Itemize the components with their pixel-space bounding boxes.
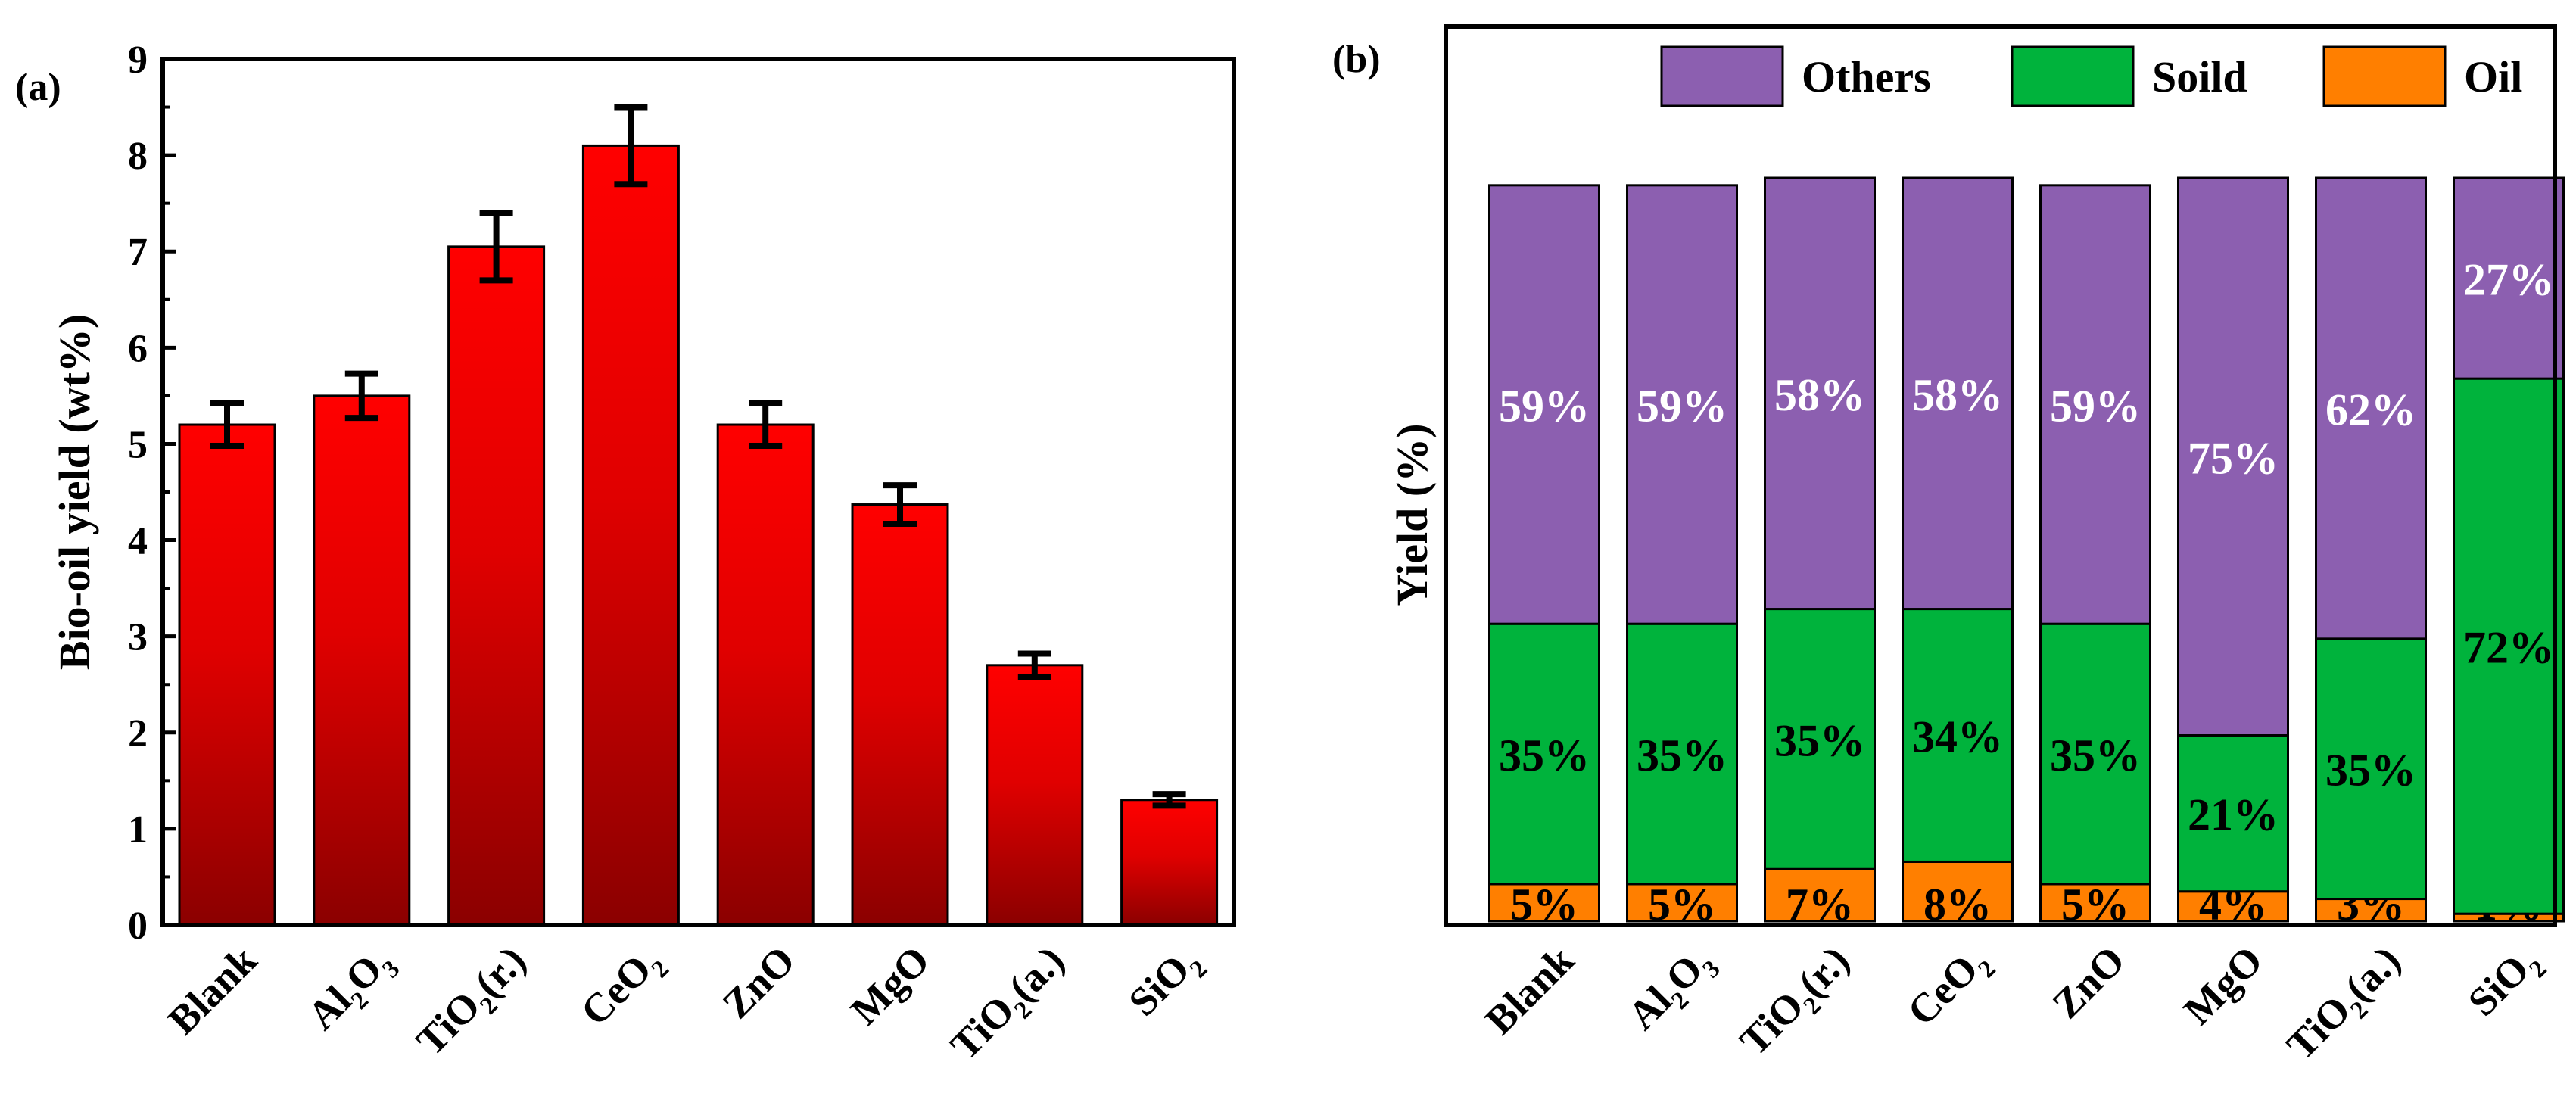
x-tick-label-b-4: ZnO	[2044, 937, 2134, 1027]
y-tick-label-4: 4	[128, 520, 148, 563]
y-tick-label-7: 7	[128, 231, 148, 274]
segment-others-7	[2453, 176, 2565, 380]
x-tick-label-b-5: MgO	[2175, 937, 2271, 1033]
x-tick-label-b-7: SiO2	[2459, 937, 2553, 1030]
x-tick-label-6: TiO2(a.)	[942, 937, 1078, 1073]
legend: Others Soild Oil	[1660, 45, 2522, 107]
y-tick-label-0: 0	[128, 905, 148, 948]
y-axis-title: Bio-oil yield (wt%)	[50, 314, 99, 670]
data-label-others-6: 62%	[2325, 385, 2416, 434]
y-tick-label-9: 9	[128, 39, 148, 82]
data-label-others-5: 75%	[2188, 433, 2279, 483]
segment-oil-0	[1488, 883, 1600, 923]
data-label-oil-0: 5%	[1510, 880, 1578, 930]
x-tick-label-b-6: TiO2(a.)	[2278, 937, 2414, 1073]
segment-others-3	[1902, 176, 2014, 611]
data-label-soild-6: 35%	[2325, 746, 2416, 796]
panel-label-a: (a)	[15, 66, 61, 109]
segment-others-4	[2039, 184, 2151, 625]
y-tick-label-3: 3	[128, 616, 148, 659]
data-label-soild-4: 35%	[2050, 730, 2141, 780]
segment-oil-2	[1764, 867, 1876, 923]
segment-others-6	[2315, 176, 2427, 640]
y-tick-label-6: 6	[128, 327, 148, 370]
panel-label-b: (b)	[1332, 38, 1381, 81]
data-label-soild-7: 72%	[2463, 623, 2554, 673]
plot-frame-b	[1444, 24, 2557, 927]
segment-soild-1	[1626, 622, 1738, 886]
y-tick-label-2: 2	[128, 712, 148, 755]
segment-soild-3	[1902, 608, 2014, 863]
data-label-oil-3: 8%	[1923, 880, 1992, 930]
bar-2	[447, 245, 546, 926]
segment-oil-4	[2039, 883, 2151, 923]
data-label-others-2: 58%	[1774, 370, 1865, 420]
x-tick-label-5: MgO	[842, 937, 938, 1033]
x-tick-label-7: SiO2	[1120, 937, 1213, 1030]
legend-swatch-soild	[2011, 45, 2135, 107]
data-label-oil-2: 7%	[1786, 880, 1854, 930]
x-tick-label-b-1: Al2O3	[1619, 937, 1726, 1044]
y-tick-label-5: 5	[128, 423, 148, 466]
legend-label-others: Others	[1802, 52, 1931, 101]
bar-5	[851, 503, 949, 926]
segment-others-0	[1488, 184, 1600, 625]
segment-soild-2	[1764, 608, 1876, 870]
legend-swatch-oil	[2322, 45, 2447, 107]
data-label-soild-0: 35%	[1499, 730, 1590, 780]
x-tick-label-4: ZnO	[714, 937, 804, 1027]
segment-soild-7	[2453, 377, 2565, 915]
data-label-soild-2: 35%	[1774, 715, 1865, 765]
legend-label-soild: Soild	[2152, 52, 2247, 101]
bar-6	[986, 664, 1084, 926]
x-tick-label-b-3: CeO2	[1899, 937, 2001, 1039]
x-tick-label-b-0: Blank	[1476, 937, 1582, 1043]
panel-b-stacked-bar-chart: 5% 35% 59% 5% 35% 59% 7% 35% 58% 8% 34% 58% 5% 35% 59%…	[1332, 24, 2565, 1073]
x-tick-label-1: Al2O3	[299, 937, 406, 1044]
x-tick-label-2: TiO2(r.)	[407, 937, 540, 1070]
segment-soild-0	[1488, 622, 1600, 886]
x-tick-label-3: CeO2	[572, 937, 674, 1039]
segment-soild-6	[2315, 637, 2427, 901]
data-label-others-1: 59%	[1637, 381, 1727, 431]
data-label-others-7: 27%	[2463, 255, 2554, 305]
y-tick-label-8: 8	[128, 135, 148, 178]
segment-oil-5	[2177, 890, 2289, 923]
data-label-soild-1: 35%	[1637, 730, 1727, 780]
segment-others-5	[2177, 176, 2289, 737]
legend-label-oil: Oil	[2464, 52, 2522, 101]
bar-0	[178, 423, 276, 926]
bar-1	[313, 394, 411, 926]
bar-7	[1120, 799, 1219, 926]
segment-soild-5	[2177, 734, 2289, 893]
data-label-others-3: 58%	[1912, 370, 2003, 420]
segment-others-2	[1764, 176, 1876, 611]
segment-others-1	[1626, 184, 1738, 625]
x-tick-label-0: Blank	[159, 937, 265, 1043]
data-label-oil-4: 5%	[2061, 880, 2129, 930]
data-label-others-4: 59%	[2050, 381, 2141, 431]
bar-3	[581, 144, 680, 926]
y-tick-label-1: 1	[128, 808, 148, 852]
data-label-others-0: 59%	[1499, 381, 1590, 431]
legend-swatch-others	[1660, 45, 1784, 107]
panel-a-bar-chart: 0 1 2 3 4 5 6 7 8 9 Bio-oil yield (wt%) (a) Blank Al2…	[15, 39, 1236, 1073]
data-label-soild-3: 34%	[1912, 712, 2003, 762]
bar-4	[716, 423, 815, 926]
data-label-oil-1: 5%	[1648, 880, 1716, 930]
x-tick-label-b-2: TiO2(r.)	[1731, 937, 1864, 1070]
y-axis-title-b: Yield (%)	[1388, 423, 1437, 606]
segment-oil-3	[1902, 860, 2014, 923]
data-label-soild-5: 21%	[2188, 790, 2279, 840]
